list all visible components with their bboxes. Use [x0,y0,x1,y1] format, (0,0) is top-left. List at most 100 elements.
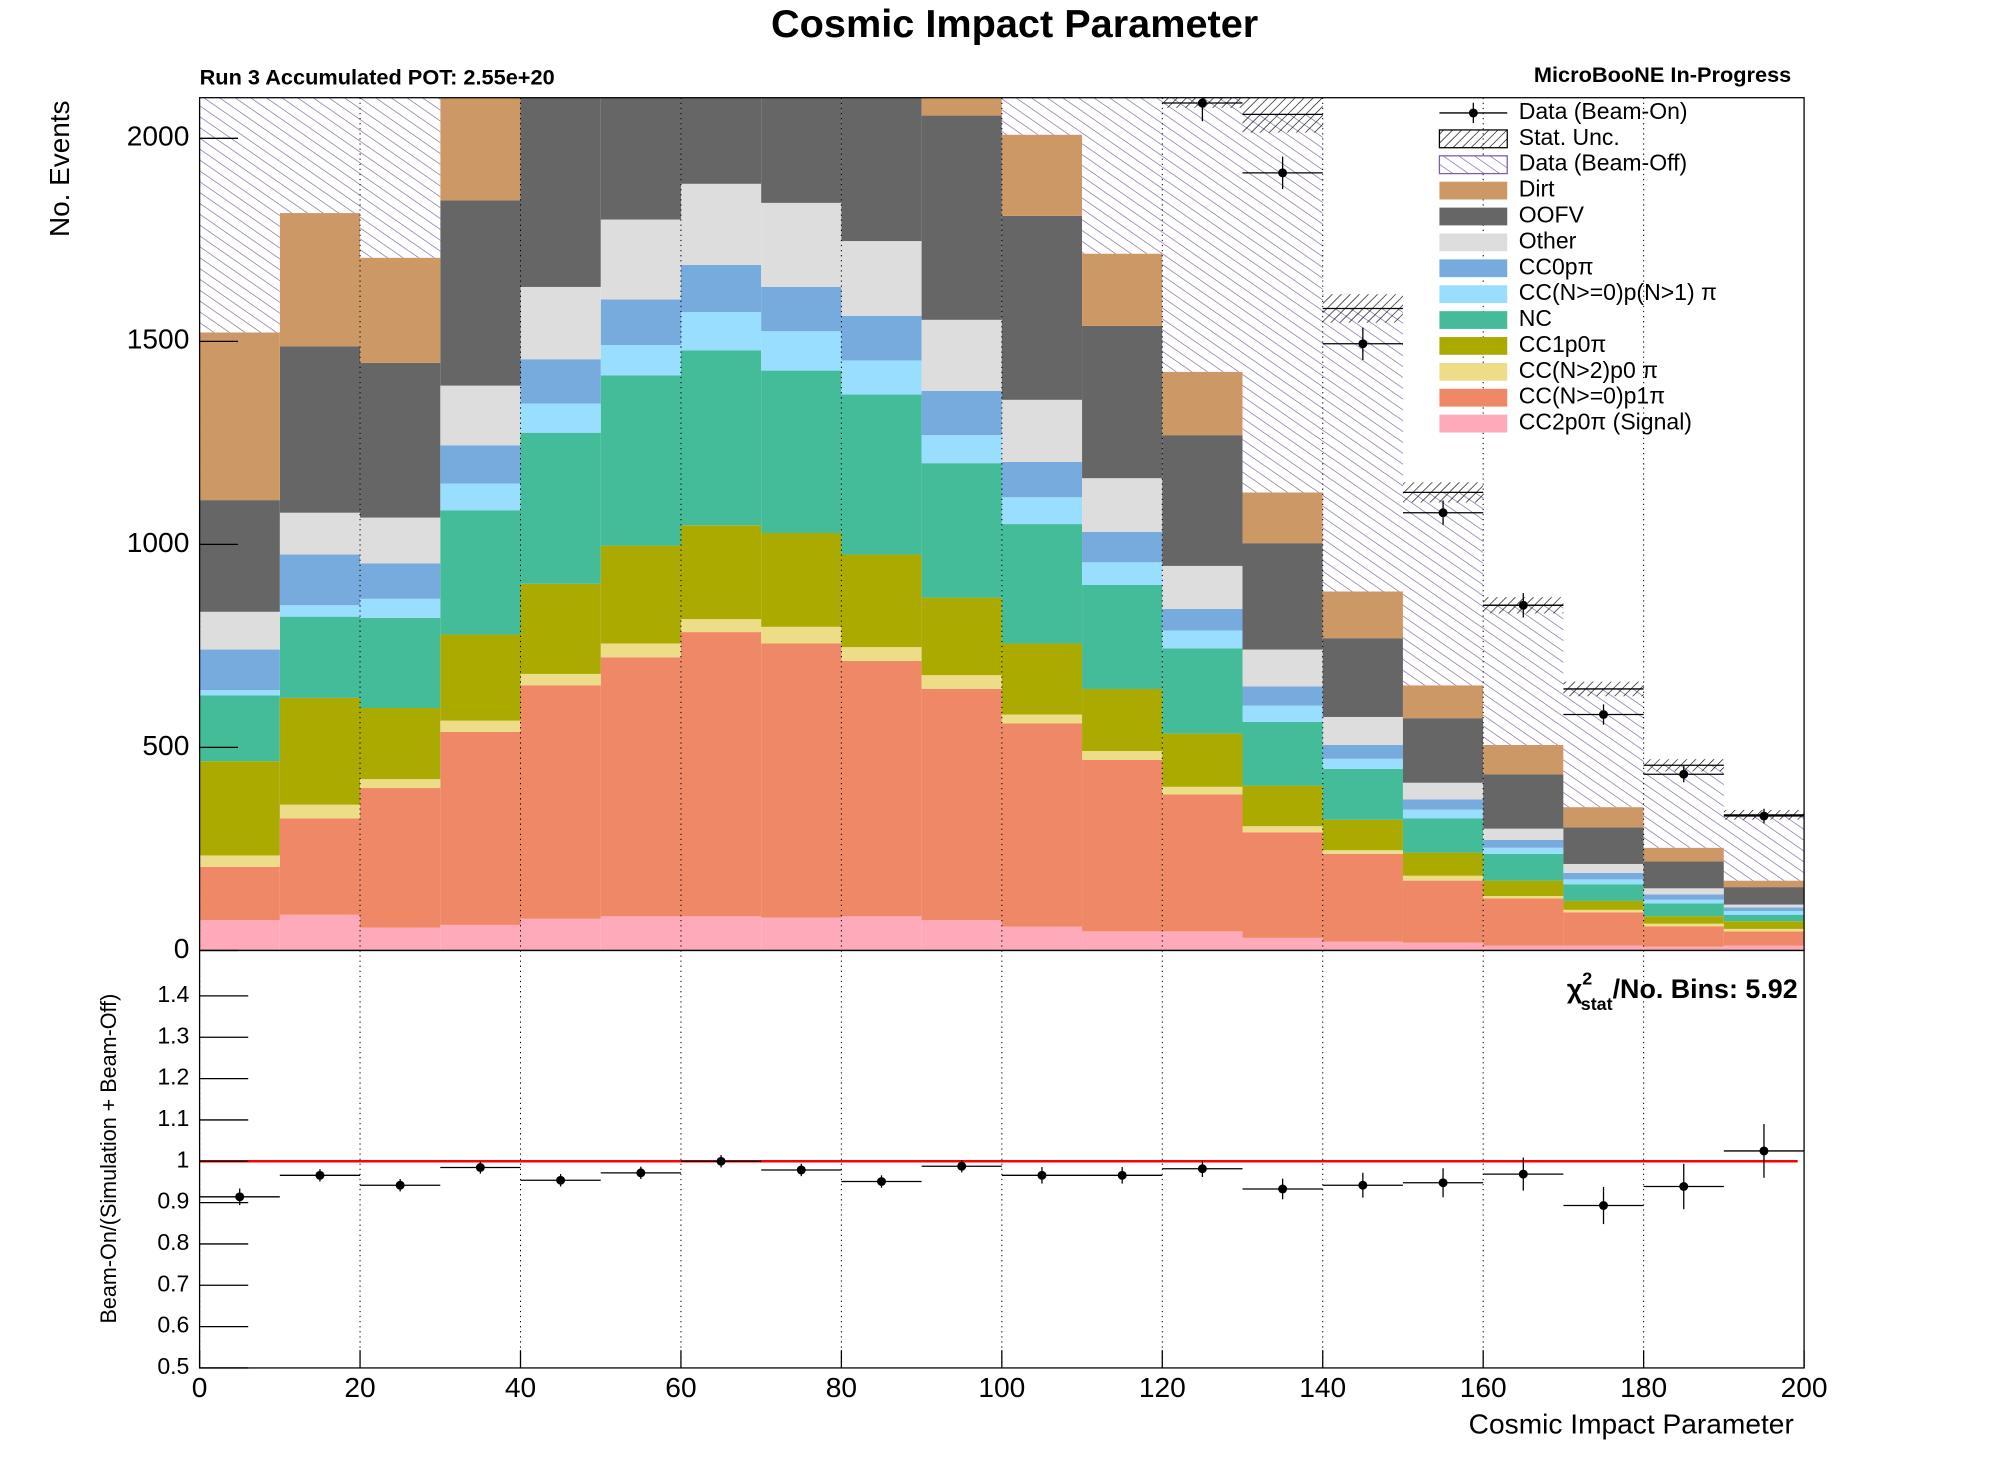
stack-segment [520,583,601,674]
stack-segment [199,649,280,691]
stack-segment [360,708,441,780]
stack-segment [1643,861,1724,889]
legend-label: CC2p0π (Signal) [1519,409,1692,435]
x-tick-label: 20 [344,1372,375,1403]
stack-segment [360,788,441,928]
stack-segment [680,183,762,266]
stack-segment [520,673,601,686]
x-tick-label: 80 [826,1372,857,1403]
stack-segment [921,463,1002,598]
stack-segment [1483,896,1564,899]
legend-swatch [1439,311,1508,329]
stack-segment [440,634,521,721]
x-tick-label: 60 [665,1372,696,1403]
stack-segment [1082,97,1163,254]
stack-segment [520,286,601,360]
stack-segment [1483,828,1564,841]
stack-segment [440,200,521,386]
ratio-point [475,1163,485,1172]
axes: 05001000150020000.50.60.70.80.911.11.21.… [127,97,1828,1403]
y-tick-label: 1 [177,1146,190,1172]
y-tick-label: 1000 [127,527,190,558]
y-tick-label: 0 [174,933,190,964]
stack-segment [440,385,521,446]
stack-segment [680,632,762,917]
chi2-text: /No. Bins: 5.92 [1613,974,1798,1004]
legend-swatch [1439,388,1508,407]
stack-segment [680,97,762,184]
stack-segment [841,394,922,555]
stack-segment [921,97,1002,116]
stack-segment [1322,591,1403,639]
stack-segment [1402,875,1484,881]
stack-segment [600,916,681,951]
stack-segment [1322,716,1403,745]
stack-segment [1643,946,1724,951]
stack-segment [841,360,922,395]
stack-segment [761,917,842,951]
legend-label: Data (Beam-Off) [1519,150,1687,176]
data-point [1679,769,1689,779]
ratio-point [1358,1180,1368,1190]
stack-segment [1563,900,1644,910]
annotation: MicroBooNE In-Progress [1534,62,1791,87]
stack-segment [1483,853,1564,881]
stack-segment [1001,524,1083,644]
stack-segment [1483,840,1564,848]
stack-segment [199,500,280,612]
legend-swatch [1439,259,1508,278]
stack-segment [761,286,842,332]
stack-segment [520,359,601,404]
y-tick-label: 1.3 [157,1022,189,1048]
stack-segment [1162,630,1243,649]
stack-segment [1242,721,1323,786]
stack-segment [1402,718,1484,783]
stack-segment [600,545,681,644]
data-point [1278,168,1288,178]
stack-segment [199,866,280,920]
stack-segment [1723,914,1805,922]
stack-segment [520,97,601,287]
ratio-point [235,1192,245,1202]
stack-segment [921,920,1002,951]
stack-segment [600,657,681,917]
stack-segment [1723,921,1805,929]
stack-segment [1162,608,1243,631]
y-tick-label: 500 [142,730,189,761]
stack-segment [1723,911,1805,915]
ratio-point [1197,1164,1207,1174]
stack-segment [1563,807,1644,828]
stack-segment [841,660,922,917]
stack-segment [279,512,361,555]
stack-segment [1162,435,1243,566]
legend-label: CC0pπ [1519,253,1594,279]
legend-swatch [1439,181,1508,200]
y-axis-label: No. Events [44,101,75,237]
data-point [1599,710,1608,719]
chart-title: Cosmic Impact Parameter [771,2,1258,46]
stack-segment [1242,826,1323,833]
stack-segment [921,435,1002,464]
legend-label: Stat. Unc. [1519,124,1620,150]
stack-segment [841,315,922,361]
stack-segment [360,257,441,363]
legend-swatch [1439,362,1508,381]
stack-segment [1723,887,1805,905]
stack-segment [600,219,681,300]
x-tick-label: 40 [505,1372,536,1403]
legend-swatch [1439,233,1508,252]
stack-segment [841,554,922,648]
ratio-point [1438,1178,1448,1188]
y-tick-label: 0.9 [157,1188,189,1214]
stack-segment [1082,562,1163,585]
legend-swatch [1438,155,1508,175]
stack-segment [1322,941,1403,951]
ratio-point [636,1168,646,1178]
stack-segment [279,697,361,805]
stack-segment [360,779,441,789]
stack-segment [360,617,441,709]
stack-segment [1483,898,1564,946]
y-tick-label: 0.6 [157,1312,189,1338]
stack-segment [199,855,280,867]
